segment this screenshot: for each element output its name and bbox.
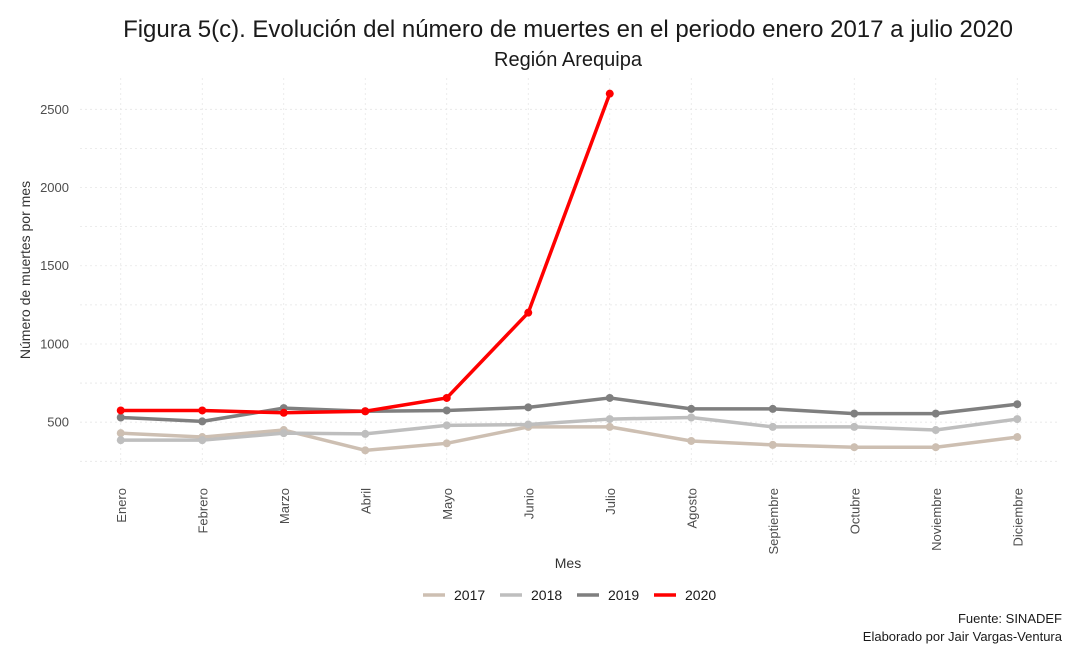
data-point-2020: [361, 407, 370, 416]
data-point-2018: [116, 436, 125, 445]
y-tick-label: 1000: [40, 336, 69, 351]
chart-title: Figura 5(c). Evolución del número de mue…: [123, 16, 1013, 43]
x-tick-label: Junio: [521, 488, 536, 519]
x-tick-label: Septiembre: [766, 488, 781, 554]
data-point-2019: [931, 409, 940, 418]
data-point-2019: [687, 404, 696, 413]
data-point-2020: [442, 393, 451, 402]
x-tick-label: Diciembre: [1010, 488, 1025, 547]
data-point-2019: [442, 406, 451, 415]
grid-layer: [80, 78, 1058, 466]
x-axis-label: Mes: [555, 555, 581, 571]
legend-label-2020: 2020: [685, 587, 716, 603]
chart-subtitle: Región Arequipa: [494, 49, 643, 71]
data-point-2017: [687, 436, 696, 445]
data-point-2019: [850, 409, 859, 418]
x-tick-label: Mayo: [440, 488, 455, 520]
series-line-2018: [119, 415, 1019, 442]
x-tick-label: Enero: [114, 488, 129, 523]
x-tick-label: Octubre: [847, 488, 862, 534]
data-point-2020: [116, 406, 125, 415]
data-point-2018: [768, 422, 777, 431]
data-point-2020: [524, 308, 533, 317]
data-point-2018: [1013, 415, 1022, 424]
data-point-2020: [279, 408, 288, 417]
legend-item-2017: 2017: [423, 587, 485, 603]
data-point-2019: [524, 403, 533, 412]
data-point-2018: [279, 429, 288, 438]
x-tick-label: Abril: [358, 488, 373, 514]
legend: 2017 2018 2019 2020: [423, 587, 716, 603]
caption-source: Fuente: SINADEF: [958, 611, 1062, 626]
x-tick-label: Marzo: [277, 488, 292, 524]
caption-author: Elaborado por Jair Vargas-Ventura: [863, 629, 1063, 644]
y-tick-label: 2000: [40, 180, 69, 195]
data-point-2017: [361, 446, 370, 455]
x-tick-label: Noviembre: [929, 488, 944, 551]
y-tick-label: 2500: [40, 102, 69, 117]
data-point-2017: [768, 440, 777, 449]
x-tick-label: Febrero: [195, 488, 210, 534]
data-point-2020: [605, 89, 614, 98]
y-tick-label: 500: [47, 415, 69, 430]
series-2018: [116, 413, 1022, 445]
y-tick-labels: 500 1000 1500 2000 2500: [40, 102, 69, 430]
legend-label-2018: 2018: [531, 587, 562, 603]
series-2020: [116, 89, 614, 417]
data-point-2018: [687, 413, 696, 422]
data-point-2020: [198, 406, 207, 415]
data-point-2017: [931, 443, 940, 452]
series-line-2017: [119, 425, 1019, 453]
legend-item-2020: 2020: [654, 587, 716, 603]
data-point-2018: [442, 421, 451, 430]
legend-item-2019: 2019: [577, 587, 639, 603]
data-point-2018: [931, 426, 940, 435]
data-point-2019: [198, 417, 207, 426]
data-point-2018: [850, 422, 859, 431]
data-point-2019: [605, 393, 614, 402]
data-point-2019: [1013, 400, 1022, 409]
x-tick-label: Julio: [603, 488, 618, 515]
data-point-2018: [524, 420, 533, 429]
series-layer: [116, 89, 1022, 455]
data-point-2017: [442, 439, 451, 448]
data-point-2018: [605, 415, 614, 424]
data-point-2018: [361, 429, 370, 438]
data-point-2017: [1013, 433, 1022, 442]
data-point-2019: [116, 413, 125, 422]
data-point-2017: [116, 429, 125, 438]
data-point-2018: [198, 436, 207, 445]
data-point-2017: [605, 422, 614, 431]
x-tick-labels: Enero Febrero Marzo Abril Mayo Junio Julio Agos…: [114, 488, 1026, 555]
data-point-2019: [768, 404, 777, 413]
x-tick-label: Agosto: [684, 488, 699, 528]
series-line-2019: [119, 396, 1019, 424]
legend-label-2017: 2017: [454, 587, 485, 603]
legend-item-2018: 2018: [500, 587, 562, 603]
legend-label-2019: 2019: [608, 587, 639, 603]
y-tick-label: 1500: [40, 258, 69, 273]
data-point-2017: [850, 443, 859, 452]
y-axis-label: Número de muertes por mes: [17, 181, 33, 359]
